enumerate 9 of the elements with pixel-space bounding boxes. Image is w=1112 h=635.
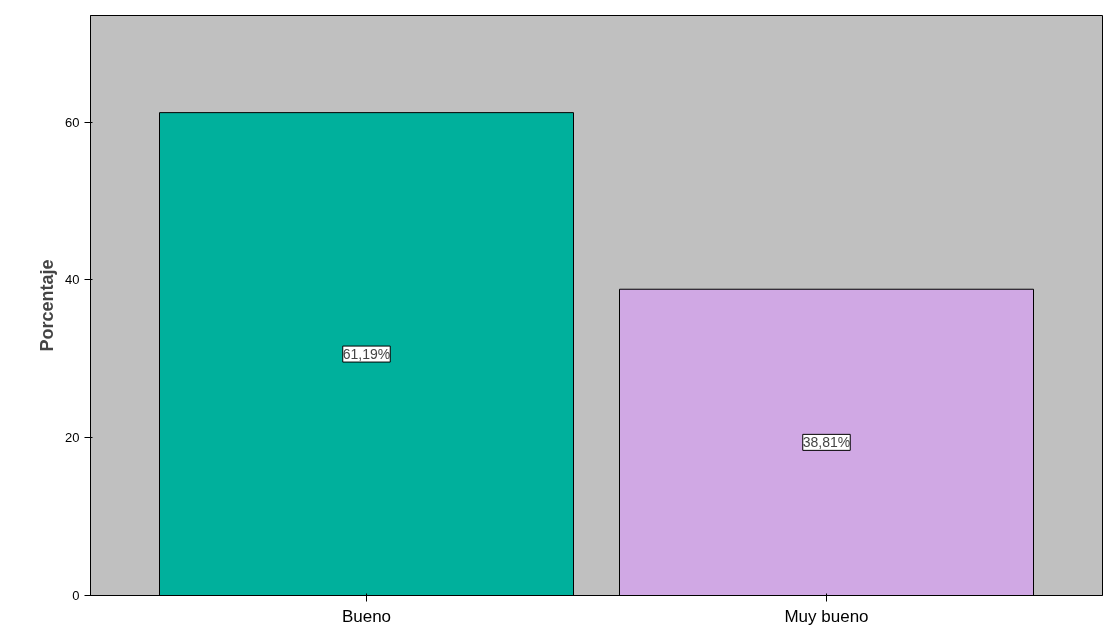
- y-tick-label: 0: [72, 588, 80, 603]
- y-axis-title: Porcentaje: [37, 259, 58, 352]
- x-tick-label: Bueno: [341, 606, 392, 626]
- data-label: 61,19%: [342, 346, 391, 363]
- y-tick-label: 20: [65, 430, 80, 446]
- x-tick-label: Muy bueno: [784, 606, 869, 626]
- data-label: 38,81%: [802, 434, 851, 451]
- y-tick-label: 60: [65, 114, 80, 130]
- y-tick-label: 40: [65, 272, 80, 288]
